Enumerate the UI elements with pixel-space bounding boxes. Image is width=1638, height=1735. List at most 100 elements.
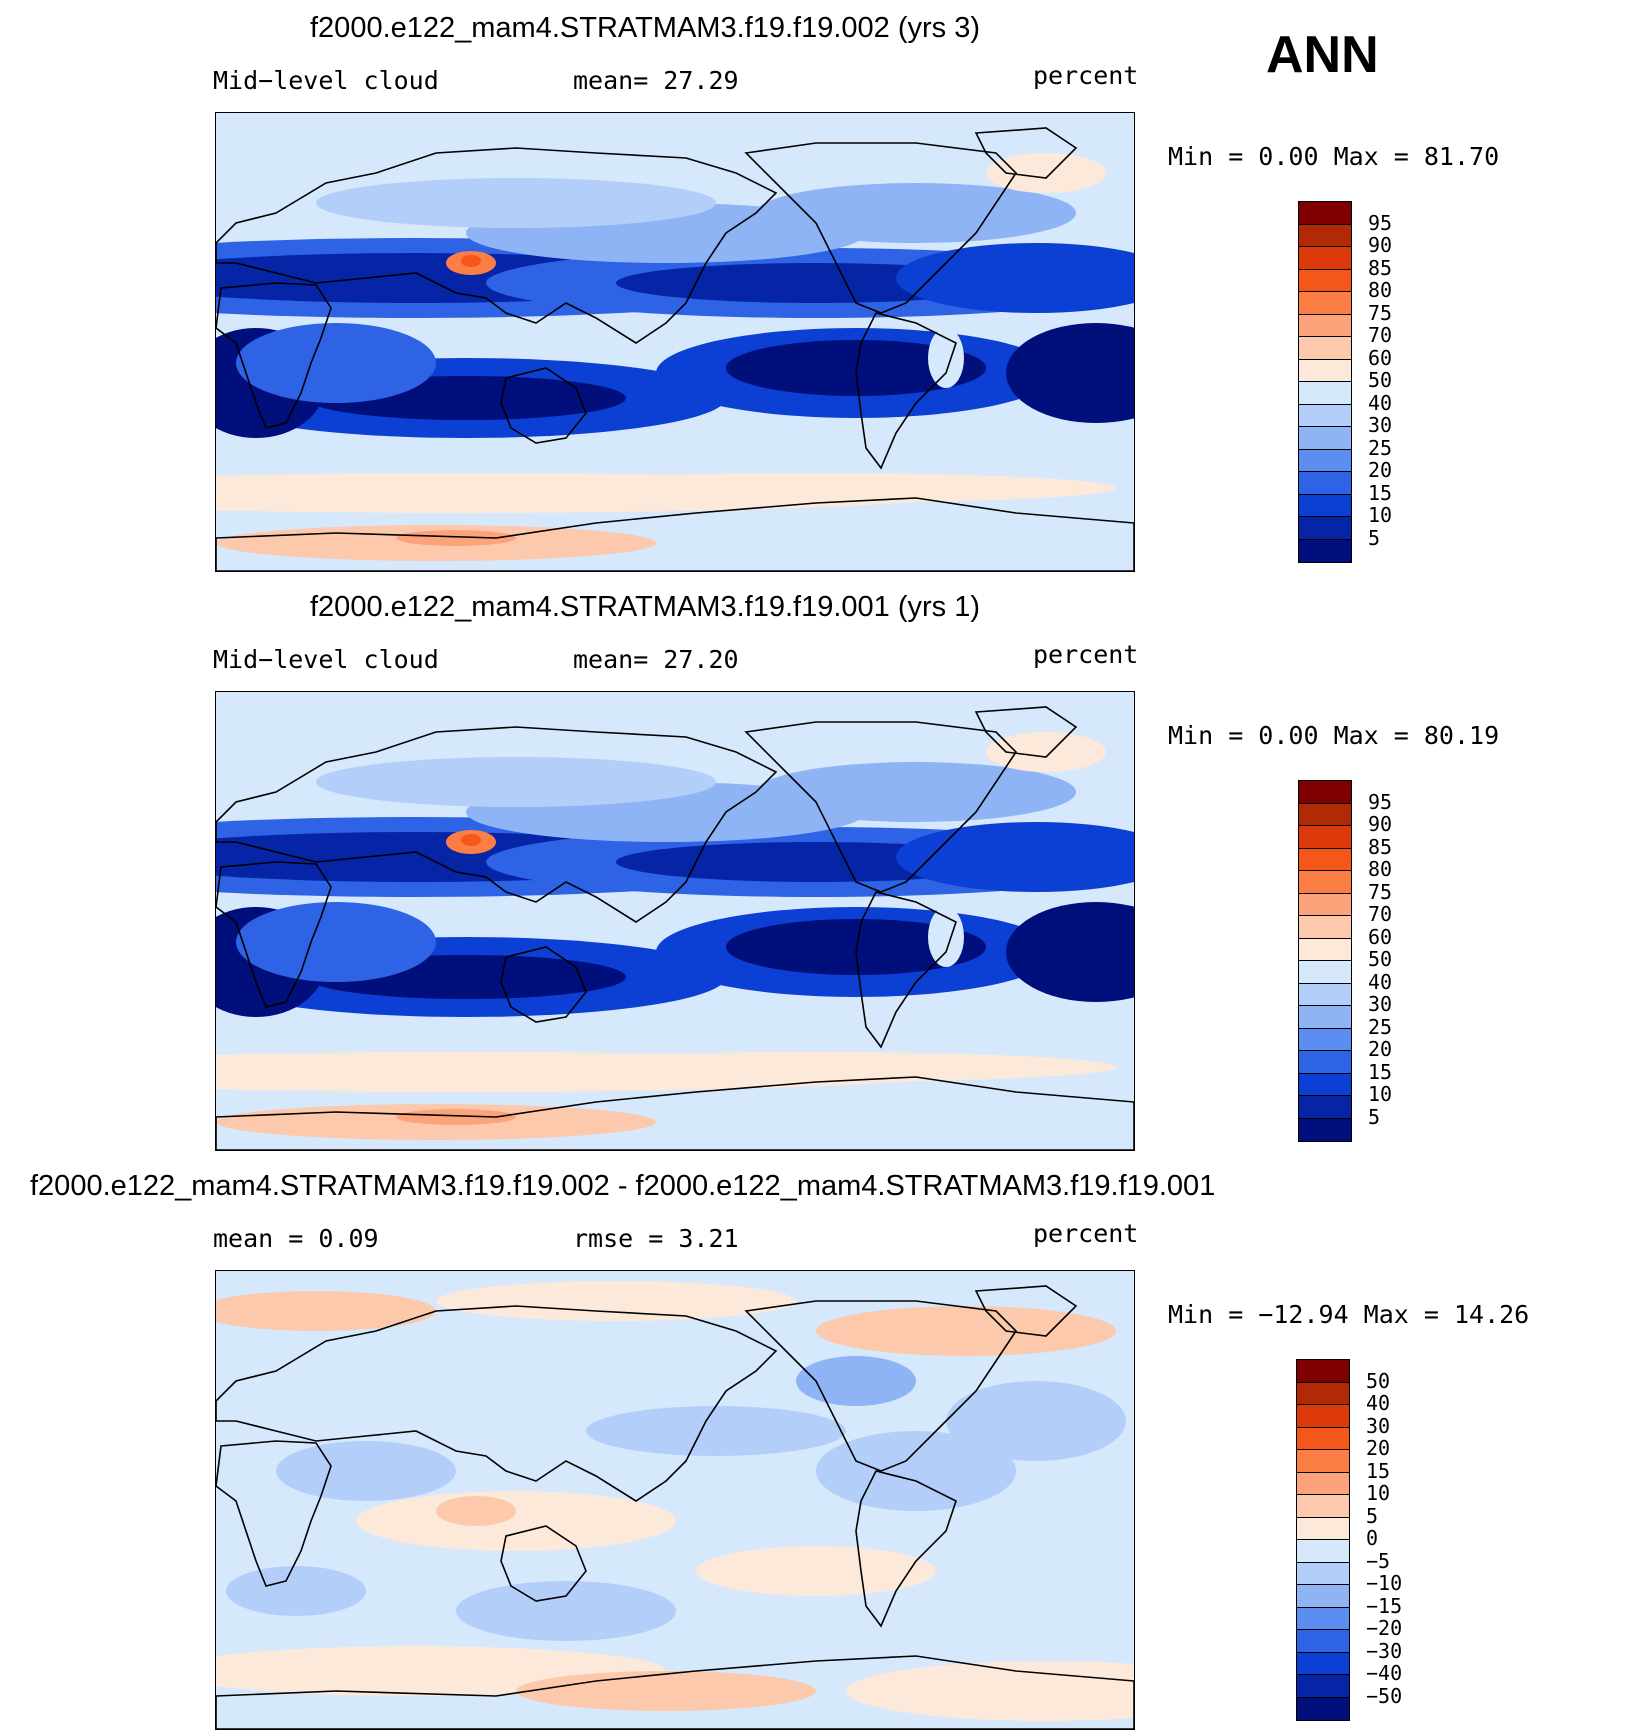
contour-region: [586, 1406, 846, 1456]
colorbar-tick-label: 40: [1366, 1391, 1391, 1415]
contour-region: [928, 907, 964, 967]
colorbar-segment: [1299, 472, 1351, 495]
colorbar-segment: [1299, 916, 1351, 939]
panel-1-map: [215, 112, 1135, 572]
contour-region: [516, 1671, 816, 1711]
panel-3-mean-label: mean = 0.09: [213, 1224, 379, 1253]
colorbar-segment: [1299, 983, 1351, 1006]
panel-2-colorbar: [1298, 780, 1352, 1142]
contour-region: [946, 1381, 1126, 1461]
contour-region: [896, 243, 1134, 313]
panel-1-minmax-label: Min = 0.00 Max = 81.70: [1168, 142, 1500, 171]
colorbar-segment: [1299, 247, 1351, 270]
colorbar-segment: [1299, 337, 1351, 360]
colorbar-tick-label: 10: [1368, 503, 1393, 527]
colorbar-segment: [1297, 1450, 1349, 1473]
coastline: [216, 726, 778, 923]
colorbar-segment: [1297, 1585, 1349, 1608]
colorbar-tick-label: 40: [1368, 969, 1393, 994]
colorbar-tick-label: 80: [1368, 278, 1393, 302]
coastline: [855, 312, 957, 470]
contour-region: [816, 1306, 1116, 1356]
colorbar-tick-label: 70: [1368, 902, 1393, 926]
colorbar-tick-label: −10: [1366, 1571, 1403, 1595]
colorbar-segment: [1297, 1517, 1349, 1540]
panel-3-colorbar: [1296, 1359, 1350, 1721]
colorbar-tick-label: 5: [1368, 1104, 1381, 1129]
contour-region: [356, 1491, 676, 1551]
coastline: [744, 1300, 1018, 1472]
contour-region: [226, 1566, 366, 1616]
colorbar-tick-label: −20: [1366, 1616, 1403, 1640]
panel-3-minmax-label: Min = −12.94 Max = 14.26: [1168, 1300, 1530, 1329]
colorbar-tick-label: 0: [1366, 1526, 1379, 1550]
panel-2-title: f2000.e122_mam4.STRATMAM3.f19.f19.001 (y…: [310, 591, 980, 623]
colorbar-tick-label: 60: [1368, 924, 1393, 949]
coastline: [216, 1655, 1134, 1729]
colorbar-segment: [1297, 1495, 1349, 1518]
colorbar-tick-label: 75: [1368, 879, 1393, 904]
colorbar-tick-label: 15: [1368, 480, 1393, 505]
colorbar-segment: [1299, 539, 1351, 562]
coastline: [855, 1470, 957, 1628]
contour-region: [516, 1052, 1116, 1082]
coastline: [974, 1285, 1078, 1337]
coastline: [216, 1440, 332, 1587]
panel-1-units-label: percent: [1033, 61, 1139, 90]
colorbar-tick-label: 80: [1368, 857, 1393, 881]
colorbar-segment: [1299, 826, 1351, 849]
colorbar-segment: [1299, 314, 1351, 337]
coastline: [974, 127, 1078, 179]
colorbar-segment: [1297, 1562, 1349, 1585]
colorbar-tick-label: 40: [1368, 390, 1393, 415]
colorbar-tick-label: 10: [1368, 1082, 1393, 1106]
colorbar-segment: [1297, 1360, 1349, 1383]
colorbar-segment: [1297, 1630, 1349, 1653]
colorbar-tick-label: −5: [1366, 1548, 1391, 1573]
colorbar-tick-label: 85: [1368, 255, 1393, 280]
colorbar-tick-label: 95: [1368, 789, 1393, 814]
contour-region: [396, 1109, 516, 1125]
colorbar-tick-label: −15: [1366, 1593, 1403, 1618]
coastline: [744, 721, 1018, 893]
contour-region: [986, 732, 1106, 772]
panel-3-units-label: percent: [1033, 1219, 1139, 1248]
colorbar-tick-label: 75: [1368, 300, 1393, 325]
panel-1-variable-label: Mid−level cloud: [213, 66, 439, 95]
colorbar-segment: [1297, 1652, 1349, 1675]
colorbar-tick-label: 25: [1368, 1014, 1393, 1039]
colorbar-tick-label: 50: [1368, 947, 1393, 971]
colorbar-segment: [1299, 224, 1351, 247]
coastline: [216, 861, 332, 1008]
colorbar-segment: [1297, 1675, 1349, 1698]
contour-region: [316, 178, 716, 228]
contour-region: [236, 902, 436, 982]
colorbar-tick-label: 10: [1366, 1481, 1391, 1505]
colorbar-segment: [1299, 848, 1351, 871]
contour-region: [986, 153, 1106, 193]
coastline: [500, 1525, 587, 1602]
season-label: ANN: [1266, 26, 1379, 84]
colorbar-segment: [1299, 449, 1351, 472]
panel-2-units-label: percent: [1033, 640, 1139, 669]
contour-region: [756, 762, 1076, 822]
colorbar-tick-label: 15: [1368, 1059, 1393, 1084]
colorbar-tick-label: 25: [1368, 435, 1393, 460]
colorbar-segment: [1299, 961, 1351, 984]
contour-region: [316, 757, 716, 807]
coastline: [974, 706, 1078, 758]
contour-region: [456, 1581, 676, 1641]
colorbar-tick-label: 20: [1368, 1037, 1393, 1061]
coastline: [855, 891, 957, 1049]
panel-2-variable-label: Mid−level cloud: [213, 645, 439, 674]
contour-region: [516, 473, 1116, 503]
colorbar-segment: [1299, 781, 1351, 804]
colorbar-segment: [1299, 938, 1351, 961]
panel-2-mean-label: mean= 27.20: [573, 645, 739, 674]
colorbar-segment: [1299, 382, 1351, 405]
coastline: [216, 497, 1134, 571]
colorbar-tick-label: 15: [1366, 1458, 1391, 1483]
colorbar-segment: [1299, 1028, 1351, 1051]
coastline: [500, 367, 587, 444]
panel-3-map: [215, 1270, 1135, 1730]
